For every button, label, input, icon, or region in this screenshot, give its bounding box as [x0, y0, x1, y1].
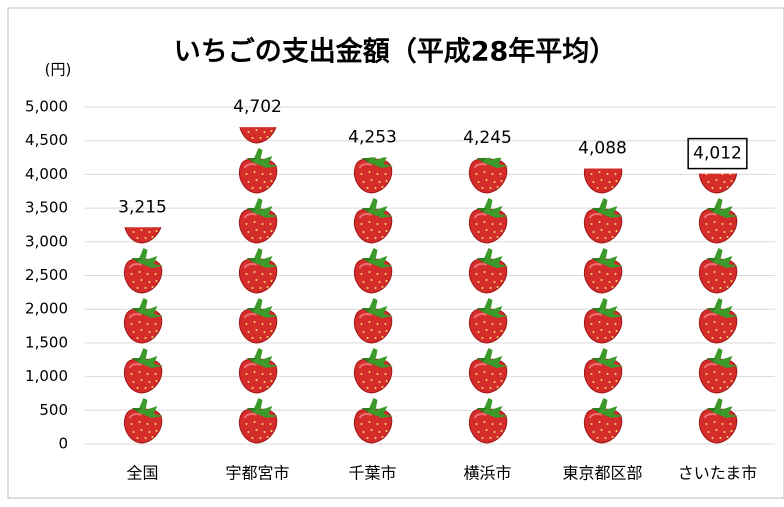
bar [238, 127, 280, 444]
x-tick-label: 千葉市 [348, 464, 396, 483]
strawberry-icon [583, 397, 625, 444]
x-tick-label: 全国 [126, 464, 158, 483]
y-tick-label: 500 [39, 401, 68, 419]
y-tick-label: 4,500 [25, 131, 68, 149]
value-label: 4,012 [693, 144, 742, 164]
y-tick-label: 5,000 [25, 98, 68, 116]
strawberry-icon [698, 397, 740, 444]
strawberry-icon [698, 197, 740, 244]
y-tick-label: 0 [58, 435, 68, 453]
strawberry-icon [583, 297, 625, 344]
strawberry-icon [583, 197, 625, 244]
y-tick-label: 2,500 [25, 266, 68, 284]
y-axis-label: (円) [45, 61, 72, 79]
y-tick-label: 1,000 [25, 367, 68, 385]
y-tick-label: 4,000 [25, 165, 68, 183]
bar [583, 168, 625, 444]
strawberry-icon [353, 347, 395, 394]
strawberry-icon [698, 297, 740, 344]
strawberry-icon [353, 297, 395, 344]
strawberry-icon [238, 297, 280, 344]
y-tick-label: 3,500 [25, 199, 68, 217]
value-label: 4,088 [578, 138, 627, 158]
strawberry-icon [353, 157, 395, 194]
strawberry-icon [468, 197, 510, 244]
strawberry-icon [468, 157, 510, 194]
strawberry-icon [238, 197, 280, 244]
chart-title: いちごの支出金額（平成28年平均） [174, 36, 617, 68]
y-tick-label: 2,000 [25, 300, 68, 318]
strawberry-icon [583, 347, 625, 394]
x-tick-label: 東京都区部 [562, 464, 642, 483]
bar [123, 227, 165, 444]
value-label: 4,245 [463, 128, 512, 148]
strawberry-icon [238, 147, 280, 194]
x-tick-label: 横浜市 [463, 464, 511, 483]
x-tick-label: さいたま市 [678, 464, 758, 483]
y-tick-label: 1,500 [25, 333, 68, 351]
strawberry-icon [353, 247, 395, 294]
strawberry-icon [123, 297, 165, 344]
strawberry-icon [353, 397, 395, 444]
chart-border [7, 7, 784, 499]
strawberry-icon [123, 397, 165, 444]
strawberry-icon [468, 347, 510, 394]
strawberry-icon [468, 247, 510, 294]
y-tick-label: 3,000 [25, 232, 68, 250]
strawberry-icon [123, 347, 165, 394]
strawberry-icon [468, 397, 510, 444]
bar [698, 173, 740, 444]
strawberry-icon [698, 247, 740, 294]
strawberry-icon [123, 247, 165, 294]
strawberry-icon [698, 347, 740, 394]
strawberry-icon [238, 347, 280, 394]
strawberry-icon [583, 247, 625, 294]
value-label: 4,702 [233, 97, 282, 117]
value-label: 3,215 [118, 197, 167, 217]
strawberry-icon [238, 397, 280, 444]
value-label-box [687, 137, 748, 170]
strawberry-icon [468, 297, 510, 344]
strawberry-icon [238, 247, 280, 294]
value-label: 4,253 [348, 127, 397, 147]
x-tick-label: 宇都宮市 [225, 464, 289, 483]
bar [353, 157, 395, 444]
strawberry-icon [353, 197, 395, 244]
bar [468, 157, 510, 444]
